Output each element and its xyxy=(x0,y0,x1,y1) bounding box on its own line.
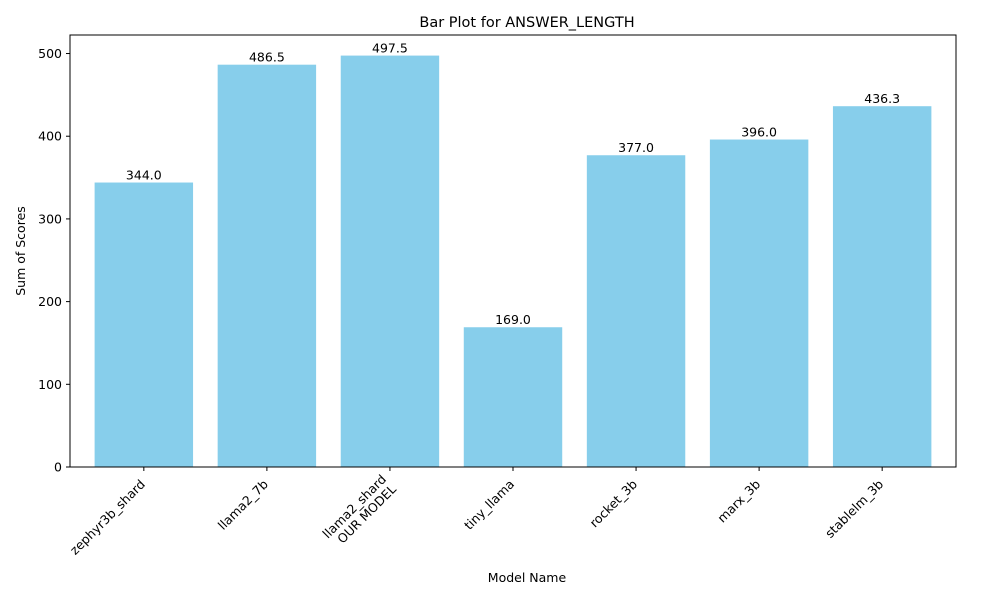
x-tick-label: rocket_3b xyxy=(586,476,640,530)
x-axis-label: Model Name xyxy=(488,570,567,585)
y-tick-label: 400 xyxy=(38,129,62,144)
bar xyxy=(586,155,686,467)
bar-value-label: 486.5 xyxy=(249,50,285,65)
x-tick-label: llama2_7b xyxy=(215,476,271,532)
plot-frame xyxy=(69,34,957,468)
x-tick-label: zephyr3b_shard xyxy=(67,477,148,558)
bar-value-label: 377.0 xyxy=(618,140,654,155)
y-axis: 0 100 200 300 400 500 xyxy=(38,46,70,475)
value-labels-group: 344.0 486.5 497.5 169.0 377.0 396.0 436.3 xyxy=(126,41,900,328)
bar xyxy=(94,182,194,468)
x-tick-label: tiny_llama xyxy=(461,477,517,533)
y-tick-label: 300 xyxy=(38,211,62,226)
x-axis: zephyr3b_shard llama2_7b llama2_shardOUR M… xyxy=(67,467,886,558)
y-axis-label: Sum of Scores xyxy=(13,206,28,296)
y-tick-label: 0 xyxy=(54,460,62,475)
bar-value-label: 344.0 xyxy=(126,168,162,183)
bar-value-label: 436.3 xyxy=(864,91,900,106)
y-tick-label: 500 xyxy=(38,46,62,61)
x-tick-label: marx_3b xyxy=(714,476,763,525)
bars-group xyxy=(94,55,932,468)
bar xyxy=(463,327,563,467)
bar-value-label: 169.0 xyxy=(495,312,531,327)
y-tick-label: 100 xyxy=(38,377,62,392)
bar xyxy=(340,55,440,467)
bar xyxy=(217,64,317,468)
bar xyxy=(832,106,932,467)
bar xyxy=(709,139,809,467)
bar-value-label: 396.0 xyxy=(741,125,777,140)
chart-title: Bar Plot for ANSWER_LENGTH xyxy=(419,15,634,31)
x-tick-label: stablelm_3b xyxy=(822,476,886,540)
x-tick-label: llama2_shardOUR MODEL xyxy=(319,472,399,552)
y-tick-label: 200 xyxy=(38,294,62,309)
bar-value-label: 497.5 xyxy=(372,41,408,56)
